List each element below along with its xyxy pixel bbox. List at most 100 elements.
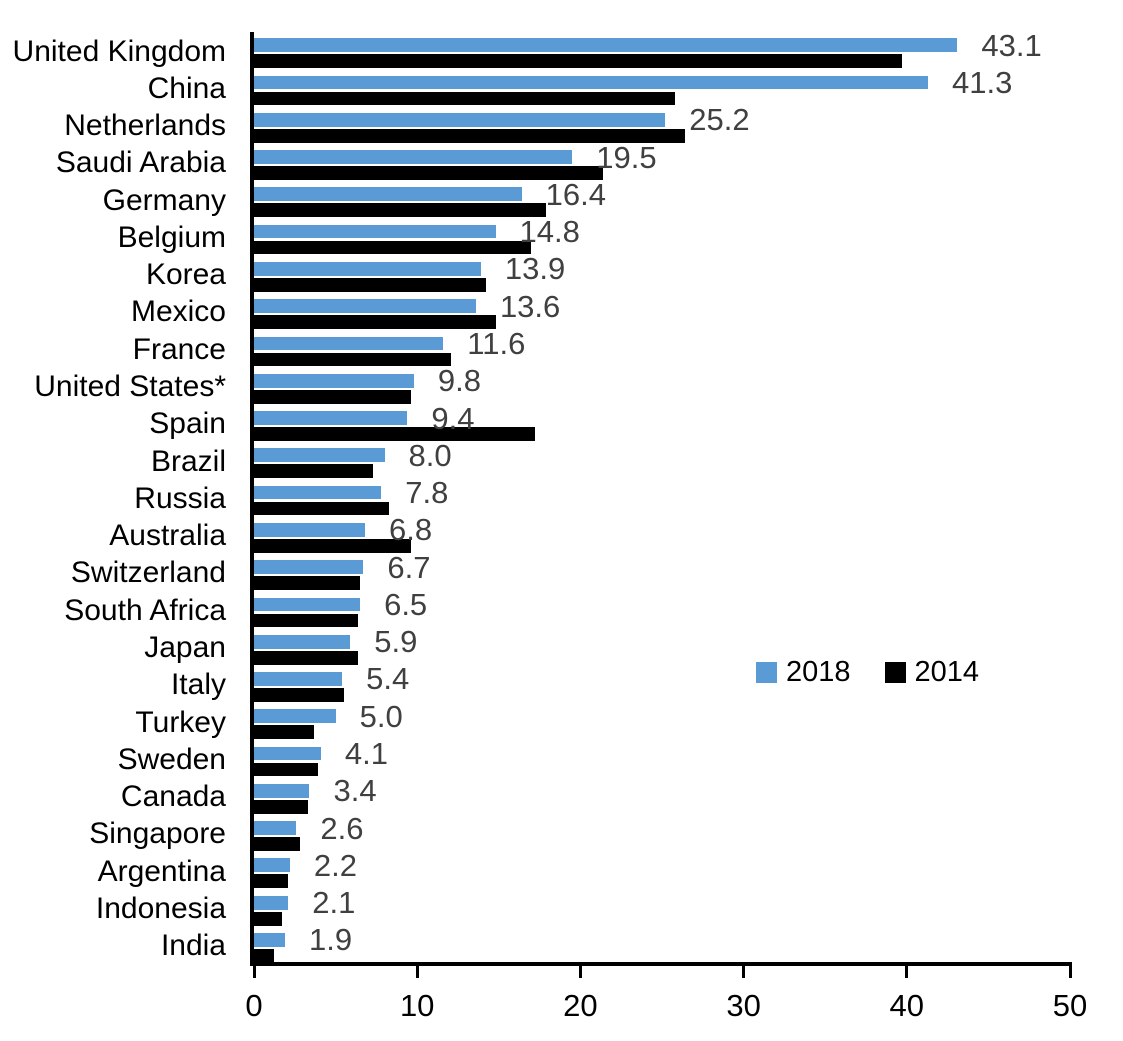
bar-2018 [254, 746, 321, 761]
category-label: Korea [145, 258, 226, 292]
bar-2014 [254, 725, 315, 740]
x-tick-label: 40 [889, 988, 925, 1023]
value-label: 4.1 [344, 736, 389, 772]
value-label: 5.4 [366, 661, 410, 697]
category-label: United States* [34, 370, 226, 404]
bar-2014 [254, 613, 359, 628]
value-label: 6.5 [384, 586, 428, 622]
category-label: Mexico [130, 295, 226, 329]
bar-2014 [254, 650, 359, 665]
category-label: Belgium [117, 220, 226, 254]
bar-2014 [254, 91, 676, 106]
value-label: 5.0 [359, 698, 403, 734]
y-axis-line [250, 32, 254, 966]
bar-2014 [254, 688, 344, 702]
legend-label-2014: 2014 [914, 655, 980, 688]
bar-2014 [254, 837, 300, 851]
category-label: Singapore [89, 817, 226, 851]
bar-2018 [254, 821, 297, 835]
category-label: Indonesia [95, 891, 226, 925]
x-tick [252, 962, 256, 978]
category-label: Saudi Arabia [55, 146, 226, 180]
category-label: China [147, 71, 226, 105]
value-label: 19.5 [596, 139, 657, 175]
value-label: 16.4 [545, 176, 606, 212]
bar-2018 [254, 560, 364, 575]
x-tick [1068, 962, 1072, 978]
value-label: 8.0 [408, 437, 452, 473]
value-label: 25.2 [689, 102, 750, 138]
bar-2018 [254, 485, 382, 500]
bar-2018 [254, 373, 414, 388]
value-label: 6.7 [387, 549, 431, 585]
bar-2014 [254, 501, 390, 516]
x-tick-label: 20 [563, 988, 598, 1023]
x-tick [742, 962, 746, 978]
x-tick-label: 0 [245, 988, 263, 1023]
category-label: Turkey [135, 705, 226, 739]
bar-2014 [254, 576, 361, 591]
value-label: 13.9 [504, 251, 566, 287]
value-label: 6.8 [388, 512, 433, 548]
bar-2018 [254, 187, 522, 202]
bar-2014 [254, 911, 282, 926]
category-label: Australia [109, 519, 226, 553]
bar-2014 [254, 54, 902, 69]
x-axis-line [250, 962, 1072, 966]
value-label: 14.8 [519, 214, 580, 250]
x-tick [415, 962, 419, 978]
category-label: France [132, 332, 226, 366]
bar-2018 [254, 783, 310, 798]
bar-2018 [254, 672, 343, 686]
bar-2014 [254, 203, 547, 218]
bar-2014 [254, 464, 374, 479]
x-tick-label: 30 [726, 988, 761, 1023]
x-tick [578, 962, 582, 978]
value-label: 5.9 [374, 624, 418, 660]
bar-2018 [254, 75, 929, 90]
bar-2018 [254, 38, 958, 53]
category-label: Argentina [97, 854, 226, 888]
bar-2018 [254, 933, 285, 947]
bar-2014 [254, 538, 411, 553]
bar-2018 [254, 150, 573, 164]
legend-swatch-2014 [884, 661, 906, 683]
bar-2014 [254, 874, 289, 889]
bar-2018 [254, 709, 336, 724]
category-label: Germany [102, 183, 226, 217]
bar-2018 [254, 224, 496, 239]
x-tick-label: 10 [399, 988, 435, 1023]
bar-2014 [254, 166, 604, 180]
category-label: Brazil [150, 444, 226, 478]
value-label: 9.4 [431, 400, 475, 436]
bar-2014 [254, 352, 452, 367]
category-label: Russia [134, 481, 226, 515]
bar-2014 [254, 427, 535, 441]
value-label: 41.3 [952, 64, 1013, 100]
bar-2014 [254, 240, 532, 255]
x-tick-label: 50 [1052, 988, 1088, 1023]
category-label: Sweden [117, 742, 226, 776]
bar-2018 [254, 895, 289, 910]
value-label: 2.1 [312, 885, 356, 921]
legend: 2018 2014 [756, 657, 979, 687]
x-tick [905, 962, 909, 978]
bar-2018 [254, 448, 385, 463]
bar-2018 [254, 522, 365, 537]
value-label: 1.9 [309, 922, 353, 958]
category-label: Switzerland [70, 556, 226, 590]
value-label: 2.2 [313, 847, 357, 883]
category-label: Japan [144, 630, 226, 664]
bar-2018 [254, 299, 476, 314]
bar-2014 [254, 277, 486, 292]
value-label: 9.8 [437, 363, 482, 399]
bar-2014 [254, 949, 274, 963]
value-label: 2.6 [320, 810, 364, 846]
value-label: 11.6 [467, 325, 526, 361]
bar-2014 [254, 762, 318, 777]
category-label: Italy [170, 668, 226, 702]
bar-2014 [254, 315, 496, 330]
value-label: 7.8 [405, 475, 449, 511]
bar-2018 [254, 336, 444, 351]
